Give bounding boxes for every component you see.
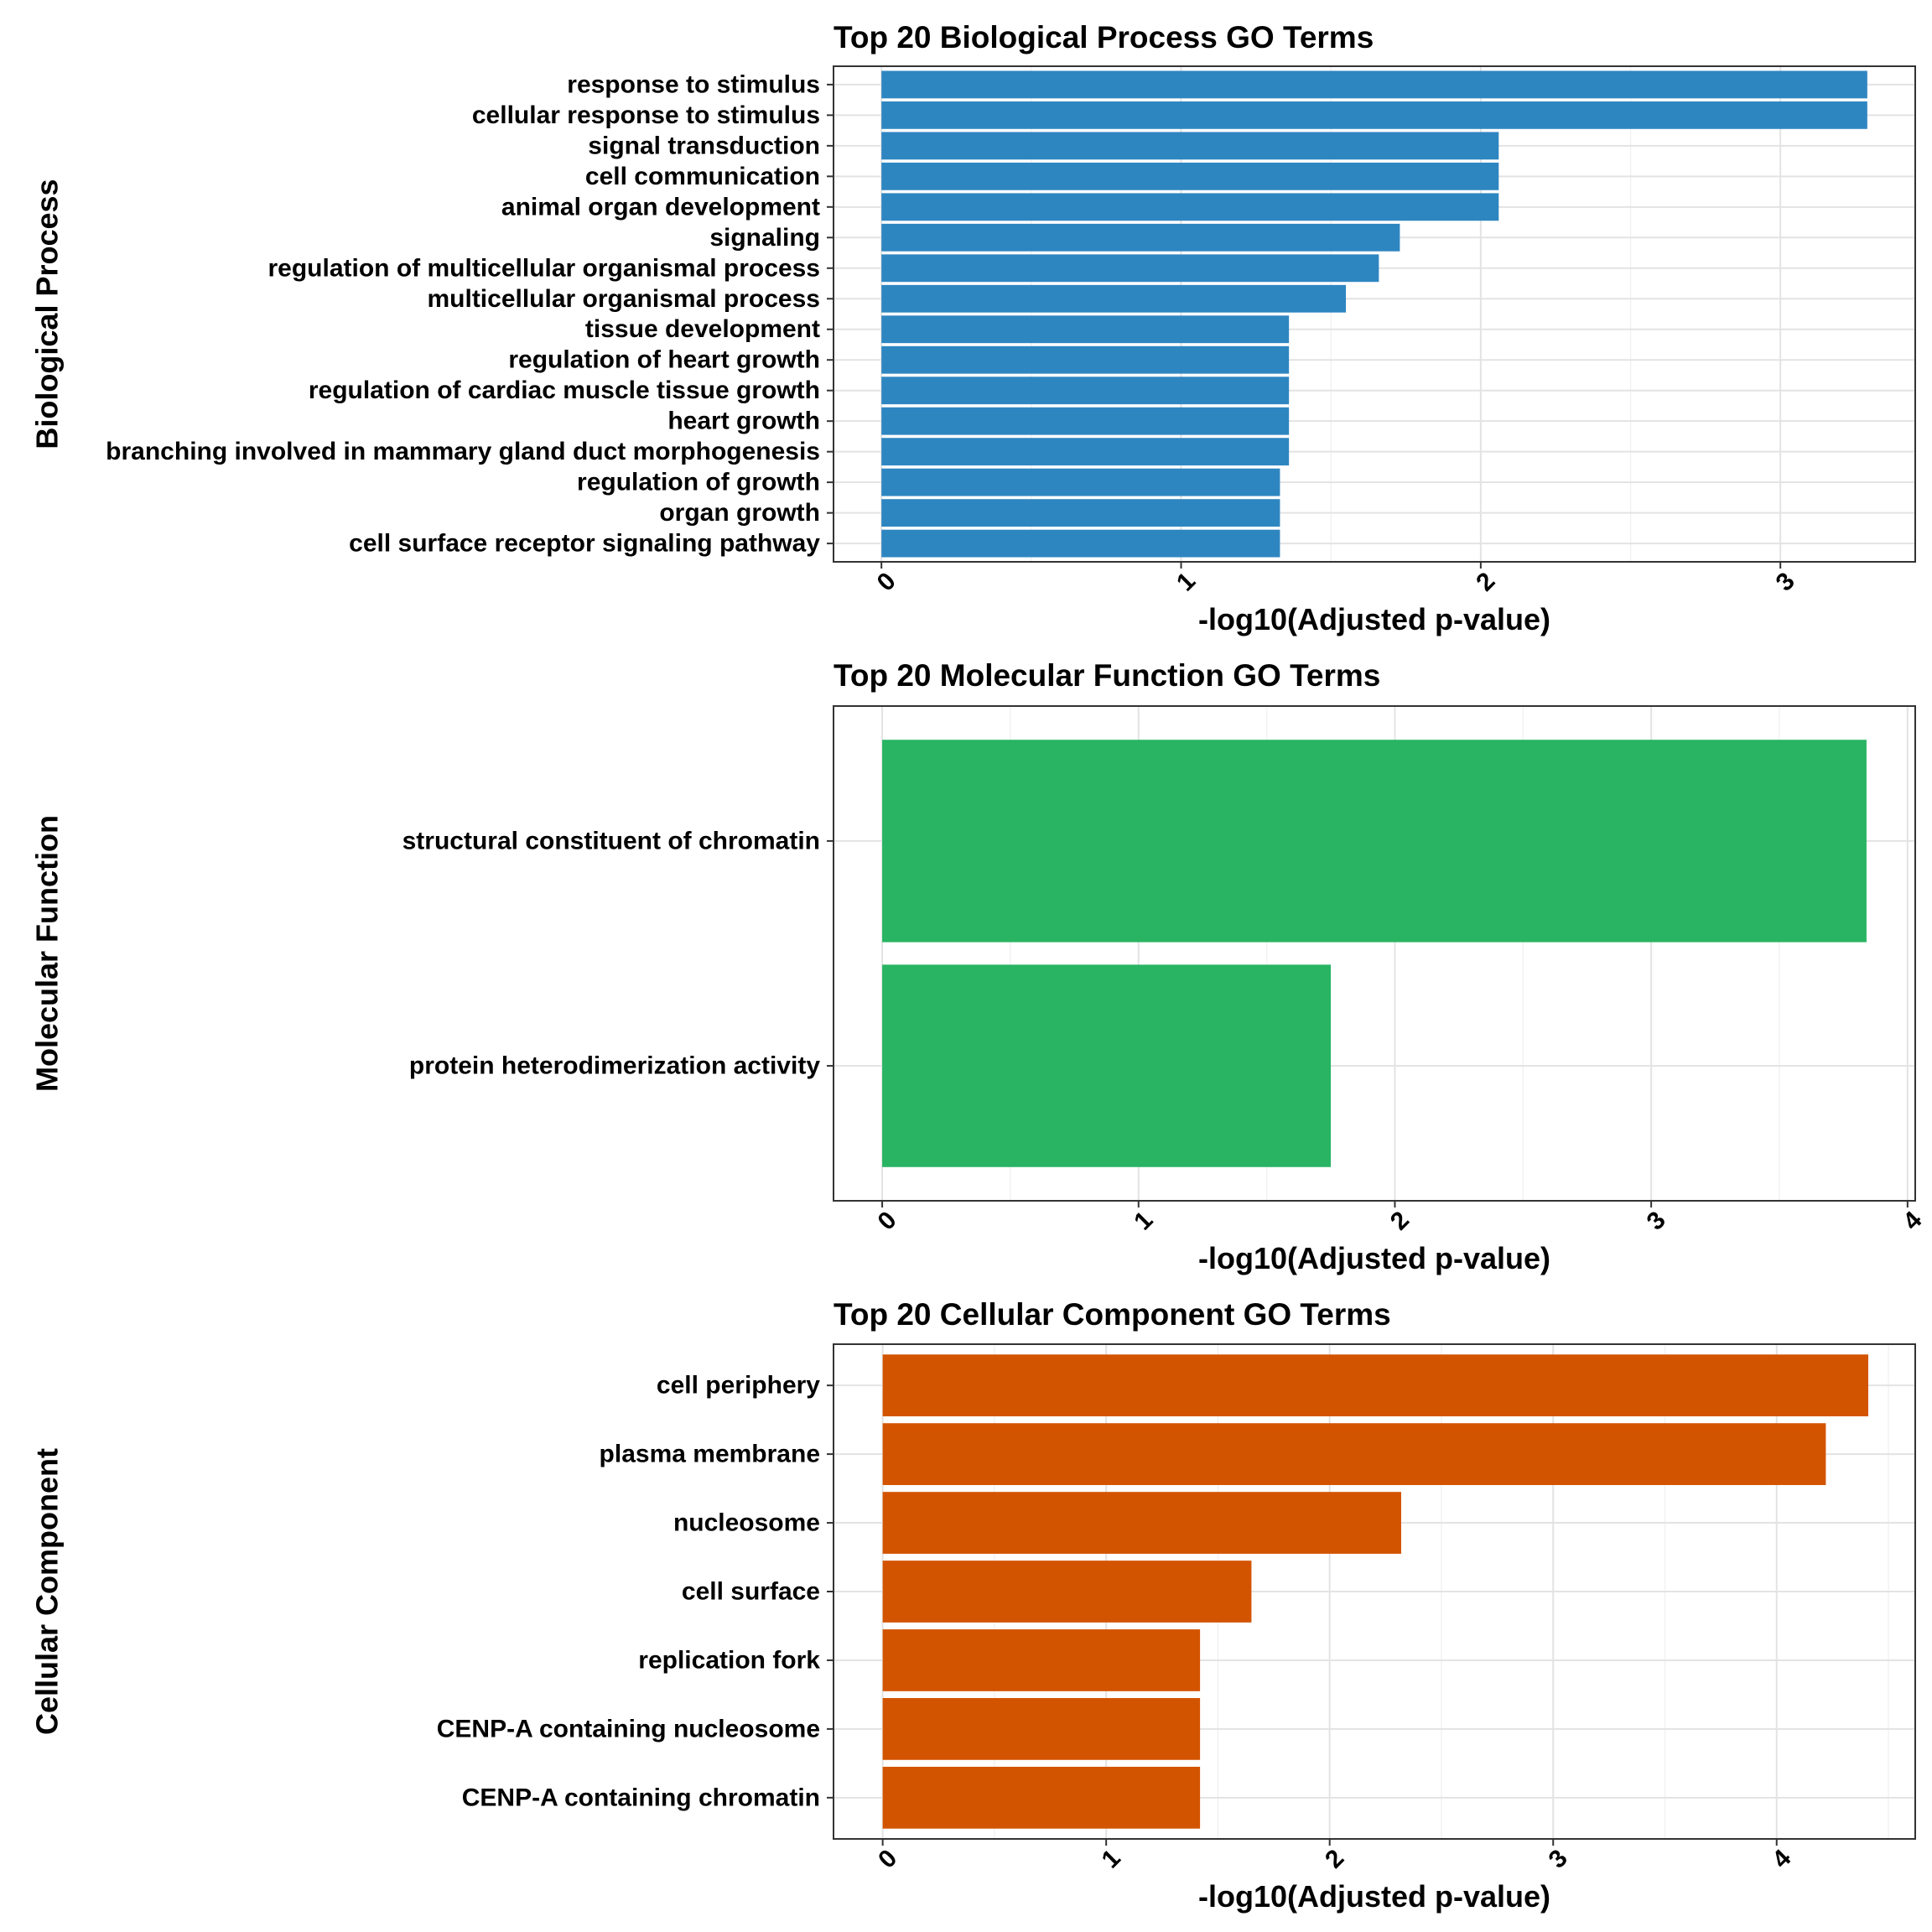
y-tick-label: branching involved in mammary gland duct… <box>106 438 820 465</box>
bar <box>881 132 1499 160</box>
panel-border <box>833 705 1916 1202</box>
bar <box>882 964 1332 1167</box>
bar <box>881 345 1290 374</box>
chart-3: cell periphery plasma membrane nucleosome c… <box>30 1297 1916 1914</box>
bar <box>881 254 1379 283</box>
y-tick-label: cellular response to stimulus <box>472 101 820 129</box>
x-tick-label: 1 <box>1129 1206 1158 1235</box>
y-tick-label: structural constituent of chromatin <box>402 827 820 854</box>
x-axis-label: -log10(Adjusted p-value) <box>1198 1879 1550 1914</box>
x-tick-label: 2 <box>1385 1206 1415 1235</box>
bar <box>881 223 1400 252</box>
bar <box>882 1423 1826 1485</box>
x-tick-label: 4 <box>1898 1206 1927 1235</box>
bar <box>881 284 1347 313</box>
y-tick-label: CENP-A containing chromatin <box>462 1784 820 1811</box>
bar <box>881 377 1290 405</box>
bar <box>882 1354 1869 1417</box>
bar <box>881 407 1290 435</box>
y-tick-label: protein heterodimerization activity <box>409 1052 820 1080</box>
bar <box>882 1698 1201 1760</box>
x-tick-label: 1 <box>1171 567 1201 596</box>
bar <box>882 1492 1401 1554</box>
bar <box>881 101 1867 129</box>
bar <box>881 193 1499 221</box>
x-tick-label: 3 <box>1544 1844 1573 1873</box>
y-tick-label: cell periphery <box>657 1372 820 1400</box>
x-axis-label: -log10(Adjusted p-value) <box>1198 1241 1550 1275</box>
y-tick-label: CENP-A containing nucleosome <box>437 1715 820 1742</box>
x-tick-label: 1 <box>1097 1844 1126 1873</box>
bar <box>881 499 1280 527</box>
chart-title: Top 20 Molecular Function GO Terms <box>834 658 1380 693</box>
x-tick-label: 2 <box>1471 567 1500 596</box>
bar <box>881 529 1280 558</box>
x-tick-label: 3 <box>1642 1206 1671 1235</box>
x-axis-label: -log10(Adjusted p-value) <box>1198 602 1550 636</box>
chart-2: structural constituent of chromatin prote… <box>30 658 1928 1275</box>
y-tick-label: animal organ development <box>501 193 820 221</box>
y-tick-label: regulation of multicellular organismal p… <box>268 254 821 282</box>
bar <box>881 315 1290 344</box>
bar <box>881 70 1867 99</box>
y-tick-label: plasma membrane <box>600 1441 820 1468</box>
y-axis-label: Molecular Function <box>30 815 65 1092</box>
panel-border <box>833 65 1916 563</box>
y-tick-label: cell communication <box>585 163 820 190</box>
bar <box>881 438 1290 466</box>
y-tick-label: signal transduction <box>588 132 820 159</box>
chart-1: response to stimulus cellular response to… <box>30 20 1916 636</box>
y-tick-label: cell surface receptor signaling pathway <box>349 530 820 558</box>
y-tick-label: organ growth <box>659 499 820 527</box>
bar <box>882 740 1867 943</box>
bar <box>882 1629 1201 1691</box>
y-tick-label: regulation of growth <box>577 469 820 496</box>
bar <box>882 1561 1252 1623</box>
y-tick-label: signaling <box>709 224 820 252</box>
bar <box>881 468 1280 496</box>
y-axis-label: Cellular Component <box>30 1448 65 1735</box>
x-tick-label: 3 <box>1771 567 1800 596</box>
x-tick-label: 2 <box>1320 1844 1349 1873</box>
y-tick-label: response to stimulus <box>567 70 820 98</box>
y-tick-label: regulation of heart growth <box>508 346 820 374</box>
x-tick-label: 0 <box>873 1844 902 1873</box>
y-tick-label: tissue development <box>585 315 820 343</box>
y-tick-label: replication fork <box>638 1646 820 1674</box>
y-axis-label: Biological Process <box>30 179 65 449</box>
y-tick-label: heart growth <box>667 408 820 435</box>
x-tick-label: 4 <box>1767 1844 1796 1873</box>
chart-title: Top 20 Cellular Component GO Terms <box>834 1297 1391 1332</box>
y-tick-label: regulation of cardiac muscle tissue grow… <box>309 377 820 404</box>
x-tick-label: 0 <box>872 567 901 596</box>
bar <box>881 162 1499 190</box>
y-tick-label: nucleosome <box>673 1509 820 1537</box>
y-tick-label: cell surface <box>682 1578 820 1606</box>
bar <box>882 1766 1201 1829</box>
y-tick-label: multicellular organismal process <box>427 285 820 313</box>
x-tick-label: 0 <box>873 1206 902 1235</box>
chart-title: Top 20 Biological Process GO Terms <box>834 20 1374 55</box>
